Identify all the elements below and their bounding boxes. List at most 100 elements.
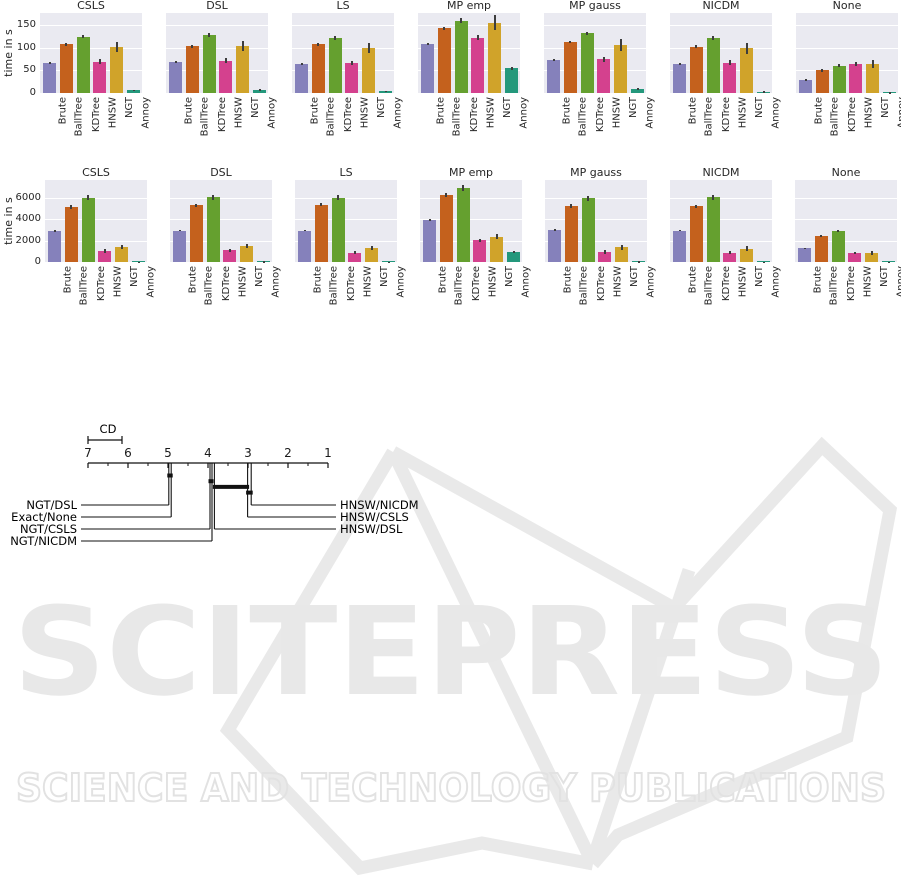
error-bar-annoy bbox=[637, 261, 640, 263]
x-tick-label-kdtree: KDTree bbox=[845, 266, 857, 302]
error-bar-hnsw bbox=[728, 251, 731, 255]
error-bar-annoy bbox=[888, 92, 891, 94]
error-bar-kdtree bbox=[460, 18, 463, 23]
bar-hnsw bbox=[723, 62, 737, 93]
gridline bbox=[166, 47, 268, 49]
x-tick-label-ngt: NGT bbox=[879, 266, 891, 287]
gridline bbox=[420, 240, 522, 242]
error-bar-hnsw bbox=[224, 58, 227, 64]
x-tick-label-ngt: NGT bbox=[629, 266, 641, 287]
gridline bbox=[292, 47, 394, 49]
bar-chart-grid: CSLS Brute BallTree KDTree HNSW NGT Annoy 0 50 10… bbox=[0, 0, 901, 320]
gridline bbox=[45, 219, 147, 221]
error-bar-hnsw bbox=[98, 58, 101, 65]
error-bar-ngt bbox=[370, 245, 373, 250]
error-bar-hnsw bbox=[602, 57, 605, 62]
cd-method-label-left: Exact/None bbox=[11, 510, 77, 524]
x-tick-label-ngt: NGT bbox=[504, 266, 516, 287]
x-tick-label-brute: Brute bbox=[312, 266, 323, 294]
x-tick-label-balltree: BallTree bbox=[73, 97, 85, 137]
error-bar-balltree bbox=[695, 45, 698, 48]
cd-method-label-left: NGT/CSLS bbox=[20, 522, 77, 536]
x-tick-label-brute: Brute bbox=[437, 266, 448, 294]
bar-annoy bbox=[631, 88, 644, 93]
error-bar-hnsw bbox=[228, 248, 231, 252]
bar-kdtree bbox=[831, 230, 845, 262]
bar-brute bbox=[423, 220, 436, 262]
x-tick-label-brute: Brute bbox=[183, 97, 194, 125]
gridline bbox=[418, 70, 520, 72]
gridline bbox=[45, 240, 147, 242]
error-bar-ngt bbox=[115, 41, 118, 52]
bar-hnsw bbox=[345, 63, 359, 93]
error-bar-brute bbox=[552, 59, 555, 62]
x-tick-label-kdtree: KDTree bbox=[220, 266, 232, 302]
x-tick-label-kdtree: KDTree bbox=[720, 266, 732, 302]
error-bar-kdtree bbox=[838, 64, 841, 68]
plot-area bbox=[796, 13, 898, 94]
bar-kdtree bbox=[581, 198, 595, 262]
bar-brute bbox=[48, 230, 61, 262]
x-tick-label-hnsw: HNSW bbox=[359, 97, 371, 129]
error-bar-annoy bbox=[262, 261, 265, 263]
gridline bbox=[545, 197, 647, 199]
gridline bbox=[295, 197, 397, 199]
bar-balltree bbox=[815, 70, 829, 93]
bar-ngt bbox=[110, 46, 124, 93]
panel-title: LS bbox=[336, 0, 350, 12]
x-tick-label-balltree: BallTree bbox=[828, 266, 840, 306]
bar-panel-dsl-row2: DSL Brute BallTree KDTree HNSW NGT Annoy bbox=[170, 166, 282, 317]
bar-hnsw bbox=[93, 61, 107, 93]
cd-axis-number: 1 bbox=[324, 446, 332, 460]
bar-kdtree bbox=[328, 38, 342, 93]
y-axis-label: time in s bbox=[2, 197, 15, 245]
panel-title: DSL bbox=[206, 0, 228, 12]
error-bar-ngt bbox=[871, 59, 874, 68]
error-bar-hnsw bbox=[476, 35, 479, 40]
x-tick-label-kdtree: KDTree bbox=[470, 266, 482, 302]
gridline bbox=[40, 24, 142, 26]
gridline bbox=[166, 70, 268, 72]
x-tick-label-brute: Brute bbox=[687, 266, 698, 294]
error-bar-ngt bbox=[367, 43, 370, 54]
x-tick-label-hnsw: HNSW bbox=[237, 266, 249, 298]
scitepress-book-icon bbox=[219, 436, 898, 876]
bar-kdtree bbox=[76, 36, 90, 93]
bar-brute bbox=[173, 230, 186, 262]
bar-hnsw bbox=[723, 252, 737, 262]
x-tick-label-annoy: Annoy bbox=[771, 266, 782, 298]
bar-ngt bbox=[488, 22, 502, 93]
error-bar-brute bbox=[426, 43, 429, 46]
panel-title: CSLS bbox=[82, 166, 110, 179]
bar-panel-mp-emp-row2: MP emp Brute BallTree KDTree HNSW NGT Annoy bbox=[420, 166, 532, 317]
x-tick-label-hnsw: HNSW bbox=[611, 97, 623, 129]
panel-title: LS bbox=[339, 166, 353, 179]
bar-ngt bbox=[240, 246, 254, 262]
x-tick-label-hnsw: HNSW bbox=[107, 97, 119, 129]
cd-axis-number: 3 bbox=[244, 446, 252, 460]
bar-panel-mp-gauss-row1: MP gauss Brute BallTree KDTree HNSW NGT Annoy bbox=[544, 0, 656, 150]
error-bar-kdtree bbox=[334, 36, 337, 40]
watermark-title-text: SCITEPRESS bbox=[13, 581, 889, 723]
error-bar-brute bbox=[178, 229, 181, 232]
panel-title: None bbox=[831, 166, 861, 179]
x-tick-label-ngt: NGT bbox=[754, 266, 766, 287]
error-bar-annoy bbox=[512, 251, 515, 253]
bar-balltree bbox=[185, 46, 199, 93]
error-bar-annoy bbox=[387, 261, 390, 264]
gridline bbox=[795, 240, 897, 242]
error-bar-brute bbox=[804, 78, 807, 81]
gridline bbox=[295, 219, 397, 221]
bar-balltree bbox=[689, 46, 703, 93]
error-bar-ngt bbox=[745, 42, 748, 55]
gridline bbox=[40, 47, 142, 49]
bar-kdtree bbox=[206, 197, 220, 262]
x-tick-label-hnsw: HNSW bbox=[485, 97, 497, 129]
bar-ngt bbox=[365, 247, 379, 262]
bar-kdtree bbox=[706, 197, 720, 262]
bar-ngt bbox=[362, 48, 376, 93]
error-bar-brute bbox=[553, 229, 556, 231]
error-bar-brute bbox=[678, 229, 681, 232]
